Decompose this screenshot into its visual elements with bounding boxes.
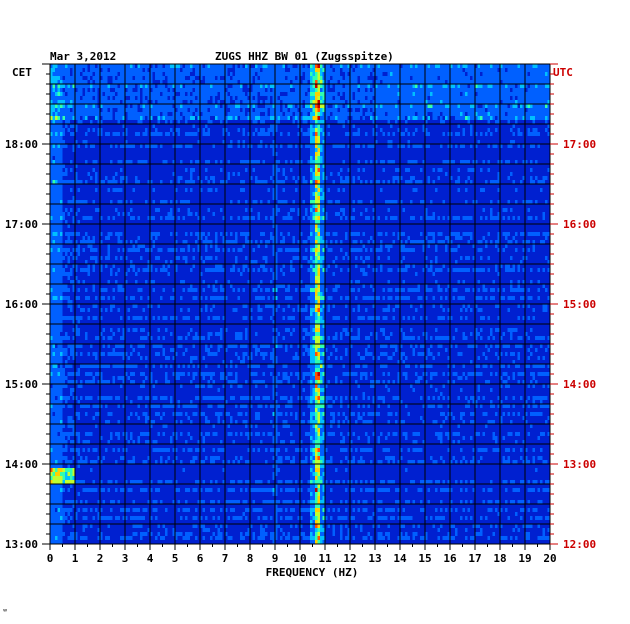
x-tick-label: 5 xyxy=(172,552,179,565)
right-tick-label: 13:00 xyxy=(563,458,596,471)
left-tick-label: 14:00 xyxy=(5,458,38,471)
x-tick-label: 2 xyxy=(97,552,104,565)
x-tick-label: 9 xyxy=(272,552,279,565)
right-tick-label: 17:00 xyxy=(563,138,596,151)
date-label: Mar 3,2012 xyxy=(50,50,116,63)
x-tick-label: 11 xyxy=(318,552,332,565)
chart-title: ZUGS HHZ BW 01 (Zugsspitze) xyxy=(215,50,394,63)
x-tick-label: 0 xyxy=(47,552,54,565)
x-axis-label: FREQUENCY (HZ) xyxy=(266,566,359,579)
axis-ticks xyxy=(42,63,558,550)
footer-mark: ʷ xyxy=(3,607,7,616)
left-tick-label: 18:00 xyxy=(5,138,38,151)
tick-labels: 0 1 2 3 4 5 6 7 8 9 10 11 12 13 14 15 16 17 18 19 2018:0017:… xyxy=(5,138,596,565)
x-tick-label: 18 xyxy=(493,552,506,565)
x-tick-label: 14 xyxy=(393,552,407,565)
x-tick-label: 1 xyxy=(72,552,79,565)
x-tick-label: 16 xyxy=(443,552,457,565)
x-tick-label: 20 xyxy=(543,552,556,565)
right-tick-label: 15:00 xyxy=(563,298,596,311)
x-tick-label: 6 xyxy=(197,552,204,565)
x-tick-label: 3 xyxy=(122,552,129,565)
grid-lines xyxy=(50,64,550,544)
right-tick-label: 12:00 xyxy=(563,538,596,551)
left-tick-label: 17:00 xyxy=(5,218,38,231)
x-tick-label: 17 xyxy=(468,552,481,565)
left-tick-label: 15:00 xyxy=(5,378,38,391)
x-tick-label: 12 xyxy=(343,552,356,565)
x-tick-label: 15 xyxy=(418,552,431,565)
right-axis-label: UTC xyxy=(553,66,573,79)
right-tick-label: 14:00 xyxy=(563,378,596,391)
x-tick-label: 19 xyxy=(518,552,531,565)
x-tick-label: 4 xyxy=(147,552,154,565)
left-tick-label: 13:00 xyxy=(5,538,38,551)
left-tick-label: 16:00 xyxy=(5,298,38,311)
right-tick-label: 16:00 xyxy=(563,218,596,231)
x-tick-label: 7 xyxy=(222,552,229,565)
x-tick-label: 10 xyxy=(293,552,306,565)
x-tick-label: 8 xyxy=(247,552,254,565)
left-axis-label: CET xyxy=(12,66,32,79)
x-tick-label: 13 xyxy=(368,552,381,565)
